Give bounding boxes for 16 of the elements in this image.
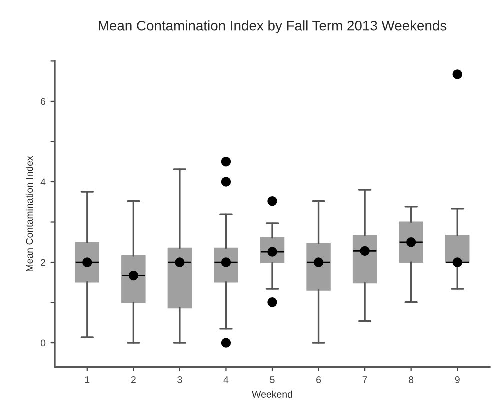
y-tick-label: 4 bbox=[40, 178, 46, 186]
x-tick-label: 4 bbox=[224, 376, 229, 384]
x-tick-label: 8 bbox=[409, 376, 414, 384]
y-tick-label: 6 bbox=[41, 98, 46, 106]
x-tick-label: 5 bbox=[270, 376, 275, 384]
x-tick-label: 7 bbox=[362, 376, 368, 384]
x-tick-label: 3 bbox=[178, 376, 182, 384]
x-tick-label: 9 bbox=[455, 376, 460, 384]
x-tick-label: 2 bbox=[131, 376, 136, 384]
y-tick-label: 2 bbox=[41, 259, 46, 266]
x-tick-label: 6 bbox=[316, 376, 322, 384]
chart-title: Mean Contamination Index by Fall Term 2013 Weekends bbox=[99, 20, 447, 34]
x-tick-label: 1 bbox=[85, 376, 90, 384]
y-tick-label: 0 bbox=[40, 340, 46, 347]
x-axis-title: Weekend bbox=[252, 390, 292, 398]
y-axis-title: Mean Contamination Index bbox=[26, 156, 34, 272]
